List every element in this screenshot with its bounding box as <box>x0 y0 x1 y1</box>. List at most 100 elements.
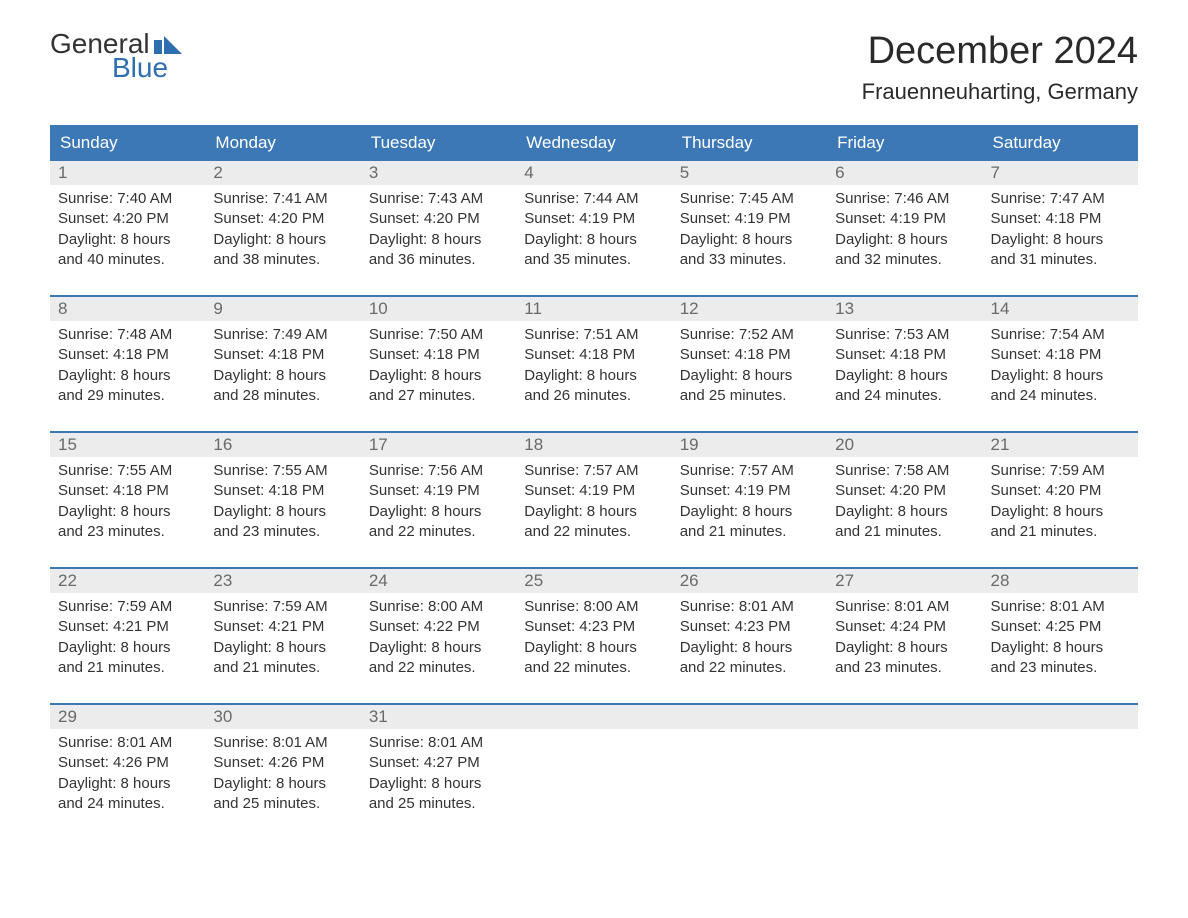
daynum-row: 1234567 <box>50 161 1138 185</box>
day-cell: Sunrise: 7:47 AMSunset: 4:18 PMDaylight:… <box>983 185 1138 295</box>
day-cell: Sunrise: 7:59 AMSunset: 4:21 PMDaylight:… <box>205 593 360 703</box>
week: 891011121314Sunrise: 7:48 AMSunset: 4:18… <box>50 295 1138 431</box>
sunrise-text: Sunrise: 7:46 AM <box>835 189 974 209</box>
sunset-text: Sunset: 4:26 PM <box>58 753 197 773</box>
day-cell: Sunrise: 7:50 AMSunset: 4:18 PMDaylight:… <box>361 321 516 431</box>
daylight-text-1: Daylight: 8 hours <box>369 366 508 386</box>
daylight-text-2: and 40 minutes. <box>58 250 197 270</box>
daylight-text-2: and 22 minutes. <box>369 658 508 678</box>
day-header-thu: Thursday <box>672 125 827 161</box>
daylight-text-1: Daylight: 8 hours <box>524 366 663 386</box>
daylight-text-2: and 21 minutes. <box>213 658 352 678</box>
daylight-text-1: Daylight: 8 hours <box>680 638 819 658</box>
daybody-row: Sunrise: 7:48 AMSunset: 4:18 PMDaylight:… <box>50 321 1138 431</box>
sunset-text: Sunset: 4:19 PM <box>524 209 663 229</box>
daylight-text-1: Daylight: 8 hours <box>991 366 1130 386</box>
daylight-text-2: and 21 minutes. <box>58 658 197 678</box>
day-cell: Sunrise: 7:45 AMSunset: 4:19 PMDaylight:… <box>672 185 827 295</box>
daylight-text-2: and 32 minutes. <box>835 250 974 270</box>
day-cell: Sunrise: 7:55 AMSunset: 4:18 PMDaylight:… <box>205 457 360 567</box>
sunset-text: Sunset: 4:25 PM <box>991 617 1130 637</box>
day-number: 31 <box>361 705 516 729</box>
day-cell: Sunrise: 7:54 AMSunset: 4:18 PMDaylight:… <box>983 321 1138 431</box>
daylight-text-1: Daylight: 8 hours <box>680 366 819 386</box>
sunset-text: Sunset: 4:26 PM <box>213 753 352 773</box>
daybody-row: Sunrise: 7:40 AMSunset: 4:20 PMDaylight:… <box>50 185 1138 295</box>
day-number <box>516 705 671 729</box>
sunset-text: Sunset: 4:18 PM <box>369 345 508 365</box>
day-number: 24 <box>361 569 516 593</box>
day-number: 25 <box>516 569 671 593</box>
daylight-text-1: Daylight: 8 hours <box>213 774 352 794</box>
daylight-text-1: Daylight: 8 hours <box>991 230 1130 250</box>
sunset-text: Sunset: 4:18 PM <box>213 481 352 501</box>
sunrise-text: Sunrise: 8:01 AM <box>213 733 352 753</box>
daylight-text-2: and 27 minutes. <box>369 386 508 406</box>
day-cell: Sunrise: 8:01 AMSunset: 4:26 PMDaylight:… <box>50 729 205 839</box>
day-number: 22 <box>50 569 205 593</box>
daylight-text-2: and 35 minutes. <box>524 250 663 270</box>
daylight-text-2: and 25 minutes. <box>213 794 352 814</box>
daybody-row: Sunrise: 8:01 AMSunset: 4:26 PMDaylight:… <box>50 729 1138 839</box>
daylight-text-1: Daylight: 8 hours <box>524 502 663 522</box>
week: 1234567Sunrise: 7:40 AMSunset: 4:20 PMDa… <box>50 161 1138 295</box>
day-number: 2 <box>205 161 360 185</box>
day-number: 3 <box>361 161 516 185</box>
sunset-text: Sunset: 4:19 PM <box>680 209 819 229</box>
sunset-text: Sunset: 4:18 PM <box>680 345 819 365</box>
day-number: 18 <box>516 433 671 457</box>
sunrise-text: Sunrise: 7:57 AM <box>524 461 663 481</box>
daybody-row: Sunrise: 7:59 AMSunset: 4:21 PMDaylight:… <box>50 593 1138 703</box>
sunset-text: Sunset: 4:23 PM <box>680 617 819 637</box>
daylight-text-1: Daylight: 8 hours <box>213 366 352 386</box>
daylight-text-2: and 23 minutes. <box>58 522 197 542</box>
day-cell: Sunrise: 7:46 AMSunset: 4:19 PMDaylight:… <box>827 185 982 295</box>
day-cell: Sunrise: 7:51 AMSunset: 4:18 PMDaylight:… <box>516 321 671 431</box>
day-number: 12 <box>672 297 827 321</box>
sunrise-text: Sunrise: 8:01 AM <box>991 597 1130 617</box>
day-cell: Sunrise: 8:01 AMSunset: 4:25 PMDaylight:… <box>983 593 1138 703</box>
day-header-sat: Saturday <box>983 125 1138 161</box>
daylight-text-2: and 28 minutes. <box>213 386 352 406</box>
day-cell: Sunrise: 8:01 AMSunset: 4:23 PMDaylight:… <box>672 593 827 703</box>
sunset-text: Sunset: 4:20 PM <box>213 209 352 229</box>
day-cell: Sunrise: 7:44 AMSunset: 4:19 PMDaylight:… <box>516 185 671 295</box>
day-header-row: Sunday Monday Tuesday Wednesday Thursday… <box>50 125 1138 161</box>
day-cell: Sunrise: 7:59 AMSunset: 4:21 PMDaylight:… <box>50 593 205 703</box>
sunset-text: Sunset: 4:20 PM <box>991 481 1130 501</box>
sunrise-text: Sunrise: 7:59 AM <box>58 597 197 617</box>
day-number: 13 <box>827 297 982 321</box>
week: 15161718192021Sunrise: 7:55 AMSunset: 4:… <box>50 431 1138 567</box>
day-number <box>672 705 827 729</box>
daylight-text-2: and 26 minutes. <box>524 386 663 406</box>
daylight-text-1: Daylight: 8 hours <box>213 502 352 522</box>
daylight-text-1: Daylight: 8 hours <box>58 774 197 794</box>
sunrise-text: Sunrise: 8:01 AM <box>680 597 819 617</box>
month-title: December 2024 <box>862 30 1138 73</box>
sunrise-text: Sunrise: 7:50 AM <box>369 325 508 345</box>
header: General Blue December 2024 Frauenneuhart… <box>50 30 1138 105</box>
sunrise-text: Sunrise: 7:53 AM <box>835 325 974 345</box>
day-cell: Sunrise: 7:52 AMSunset: 4:18 PMDaylight:… <box>672 321 827 431</box>
day-cell: Sunrise: 7:56 AMSunset: 4:19 PMDaylight:… <box>361 457 516 567</box>
day-header-tue: Tuesday <box>361 125 516 161</box>
daylight-text-1: Daylight: 8 hours <box>213 638 352 658</box>
day-number <box>983 705 1138 729</box>
day-cell: Sunrise: 7:57 AMSunset: 4:19 PMDaylight:… <box>672 457 827 567</box>
daybody-row: Sunrise: 7:55 AMSunset: 4:18 PMDaylight:… <box>50 457 1138 567</box>
sunrise-text: Sunrise: 7:45 AM <box>680 189 819 209</box>
day-number: 14 <box>983 297 1138 321</box>
sunset-text: Sunset: 4:27 PM <box>369 753 508 773</box>
daylight-text-1: Daylight: 8 hours <box>58 366 197 386</box>
sunrise-text: Sunrise: 8:01 AM <box>835 597 974 617</box>
sunset-text: Sunset: 4:23 PM <box>524 617 663 637</box>
day-cell: Sunrise: 7:41 AMSunset: 4:20 PMDaylight:… <box>205 185 360 295</box>
day-cell: Sunrise: 8:00 AMSunset: 4:22 PMDaylight:… <box>361 593 516 703</box>
day-number: 29 <box>50 705 205 729</box>
daylight-text-1: Daylight: 8 hours <box>835 230 974 250</box>
daylight-text-2: and 24 minutes. <box>991 386 1130 406</box>
daylight-text-1: Daylight: 8 hours <box>213 230 352 250</box>
day-number: 4 <box>516 161 671 185</box>
daylight-text-2: and 31 minutes. <box>991 250 1130 270</box>
daylight-text-1: Daylight: 8 hours <box>835 502 974 522</box>
